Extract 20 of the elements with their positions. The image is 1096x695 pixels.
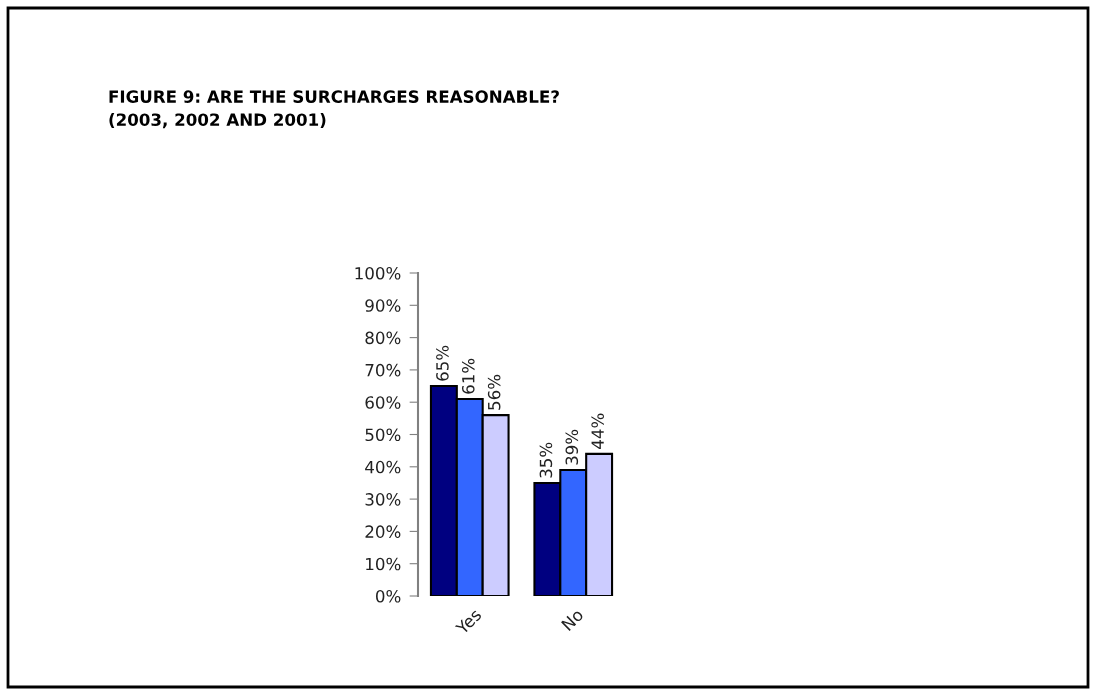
- data-label: 35%: [539, 442, 553, 478]
- x-tick-label: No: [561, 608, 585, 632]
- data-label: 39%: [565, 429, 579, 465]
- data-label: 65%: [436, 345, 449, 381]
- y-tick-label: 30%: [365, 493, 401, 506]
- y-tick-label: 50%: [365, 428, 401, 442]
- y-tick-label: 90%: [365, 299, 401, 312]
- data-label: 61%: [461, 358, 475, 394]
- y-tick-label: 100%: [355, 266, 401, 280]
- y-tick-label: 10%: [366, 557, 401, 571]
- y-tick-label: 80%: [365, 331, 401, 345]
- data-label: 44%: [591, 413, 604, 449]
- y-tick-label: 70%: [365, 363, 401, 377]
- y-tick-label: 0%: [375, 589, 401, 603]
- chart-title: FIGURE 9: ARE THE SURCHARGES REASONABLE? (2003, 2002 AND 2001): [109, 90, 559, 129]
- y-tick-label: 20%: [365, 525, 401, 538]
- data-label: 56%: [487, 374, 501, 410]
- y-tick-label: 60%: [365, 396, 401, 409]
- y-tick-label: 40%: [365, 460, 401, 474]
- x-tick-label: Yes: [454, 608, 483, 636]
